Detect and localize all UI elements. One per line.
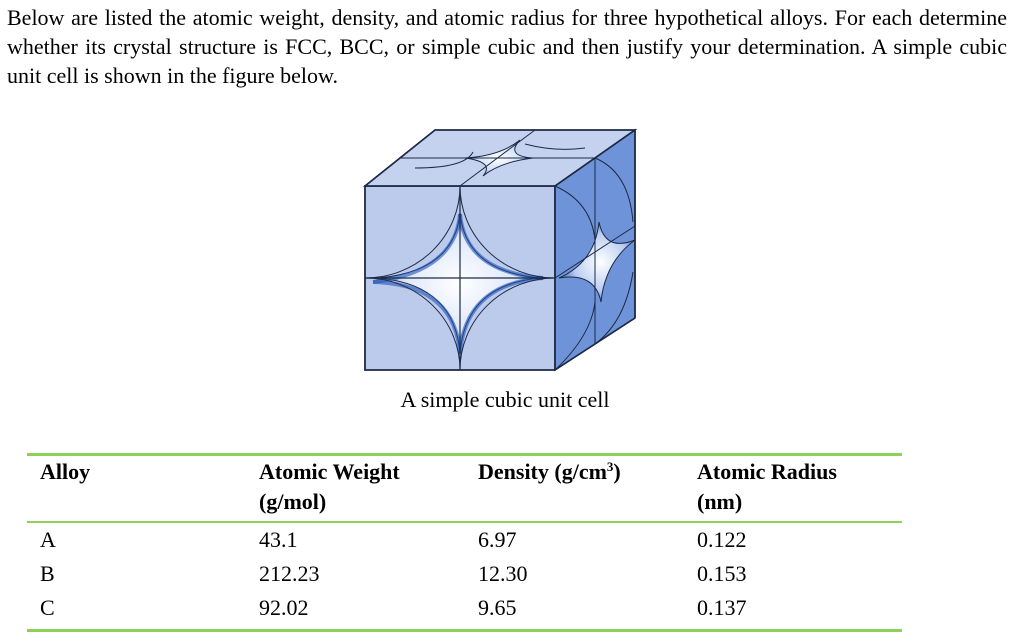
header-atomic-radius: Atomic Radius (nm) bbox=[697, 457, 837, 517]
header-atomic-weight-line1: Atomic Weight bbox=[259, 459, 400, 484]
row-b-alloy: B bbox=[40, 561, 55, 586]
header-atomic-weight: Atomic Weight (g/mol) bbox=[259, 457, 400, 517]
row-b-radius: 0.153 bbox=[697, 561, 747, 586]
row-c-density: 9.65 bbox=[478, 595, 517, 620]
row-b-atomic-weight: 212.23 bbox=[259, 561, 320, 586]
header-density: Density (g/cm3) bbox=[478, 457, 621, 487]
header-atomic-radius-line1: Atomic Radius bbox=[697, 459, 837, 484]
unit-cell-drawing bbox=[362, 128, 638, 372]
row-a-radius: 0.122 bbox=[697, 527, 747, 552]
row-c-radius: 0.137 bbox=[697, 595, 747, 620]
table-header-rule bbox=[27, 521, 902, 523]
table-bottom-rule bbox=[27, 629, 902, 632]
row-a-atomic-weight: 43.1 bbox=[259, 527, 298, 552]
figure-caption: A simple cubic unit cell bbox=[400, 387, 610, 412]
row-a-alloy: A bbox=[40, 527, 56, 552]
header-atomic-radius-line2: (nm) bbox=[697, 489, 743, 514]
simple-cubic-unit-cell-figure bbox=[355, 122, 655, 382]
header-density-suffix: ) bbox=[613, 459, 621, 484]
table-top-rule bbox=[27, 453, 902, 456]
header-alloy: Alloy bbox=[40, 459, 91, 484]
problem-statement: Below are listed the atomic weight, dens… bbox=[7, 5, 1007, 88]
row-c-atomic-weight: 92.02 bbox=[259, 595, 309, 620]
row-c-alloy: C bbox=[40, 595, 55, 620]
row-a-density: 6.97 bbox=[478, 527, 517, 552]
header-density-superscript: 3 bbox=[606, 459, 614, 474]
row-b-density: 12.30 bbox=[478, 561, 528, 586]
header-atomic-weight-line2: (g/mol) bbox=[259, 489, 327, 514]
header-density-prefix: Density (g/cm bbox=[478, 459, 607, 484]
